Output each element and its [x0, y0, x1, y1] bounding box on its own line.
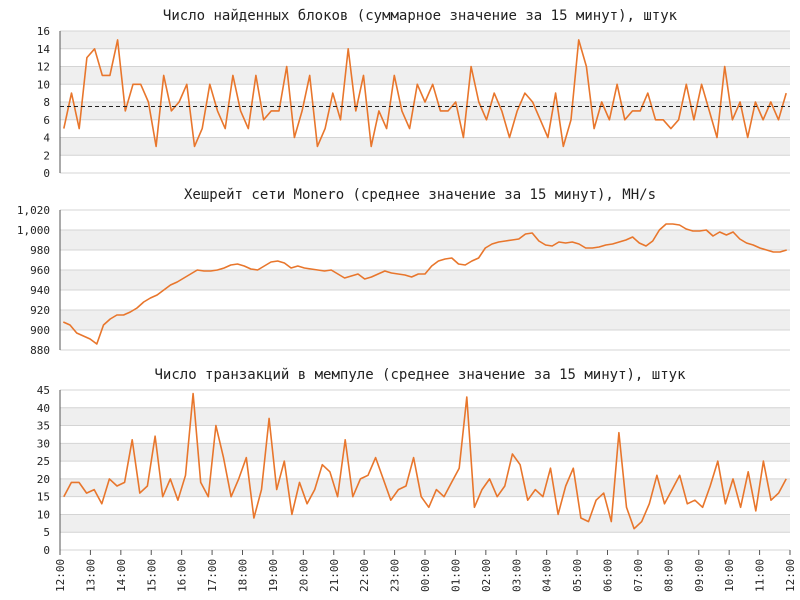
mempool-y-tick-label: 25: [37, 455, 50, 468]
time-tick-label: 07:00: [632, 559, 645, 592]
hashrate-y-tick-label: 920: [30, 304, 50, 317]
time-tick-label: 05:00: [571, 559, 584, 592]
blocks-y-tick-label: 2: [43, 149, 50, 162]
mempool-y-tick-label: 45: [37, 384, 50, 397]
blocks-y-tick-label: 4: [43, 132, 50, 145]
hashrate-y-tick-label: 940: [30, 284, 50, 297]
hashrate-y-tick-label: 1,020: [17, 204, 50, 217]
network-hashrate-chart-title: Хешрейт сети Monero (среднее значение за…: [184, 187, 656, 203]
time-tick-label: 21:00: [328, 559, 341, 592]
time-tick-label: 03:00: [510, 559, 523, 592]
hashrate-y-tick-label: 1,000: [17, 224, 50, 237]
time-tick-label: 12:00: [784, 559, 797, 592]
mempool-band: [60, 443, 790, 462]
time-tick-label: 15:00: [145, 559, 158, 592]
blocks-band: [60, 137, 790, 156]
time-tick-label: 18:00: [237, 559, 250, 592]
mempool-background-bands: [60, 407, 790, 533]
blocks-band: [60, 31, 790, 49]
hashrate-y-tick-label: 880: [30, 344, 50, 357]
hashrate-y-tick-label: 980: [30, 244, 50, 257]
mempool-y-tick-label: 30: [37, 437, 50, 450]
mempool-series-line: [63, 392, 787, 530]
hashrate-series-line: [62, 223, 787, 345]
blocks-background-bands: [60, 31, 790, 156]
mempool-y-tick-label: 5: [43, 526, 50, 539]
blocks-y-tick-label: 12: [37, 61, 50, 74]
time-tick-label: 22:00: [358, 559, 371, 592]
time-tick-label: 02:00: [480, 559, 493, 592]
time-tick-label: 14:00: [115, 559, 128, 592]
mempool-transactions-chart-title: Число транзакций в мемпуле (среднее знач…: [154, 367, 686, 383]
mempool-y-tick-label: 20: [37, 473, 50, 486]
time-tick-label: 00:00: [419, 559, 432, 592]
blocks-band: [60, 66, 790, 85]
time-tick-label: 01:00: [449, 559, 462, 592]
network-hashrate-chart: Хешрейт сети Monero (среднее значение за…: [17, 187, 790, 357]
time-tick-label: 04:00: [541, 559, 554, 592]
blocks-y-tick-label: 10: [37, 78, 50, 91]
hashrate-band: [60, 230, 790, 250]
time-tick-label: 12:00: [54, 559, 67, 592]
hashrate-band: [60, 270, 790, 290]
blocks-found-chart: Число найденных блоков (суммарное значен…: [37, 8, 790, 180]
blocks-y-tick-label: 16: [37, 25, 50, 38]
mempool-y-tick-label: 40: [37, 402, 50, 415]
time-axis: 12:00 13:00 14:00 15:00 16:00 17:00 18:00 19:00…: [54, 550, 797, 592]
time-tick-label: 20:00: [297, 559, 310, 592]
time-tick-label: 11:00: [754, 559, 767, 592]
time-tick-label: 16:00: [176, 559, 189, 592]
time-tick-label: 06:00: [602, 559, 615, 592]
blocks-y-tick-label: 8: [43, 96, 50, 109]
mempool-band: [60, 478, 790, 497]
time-tick-label: 19:00: [267, 559, 280, 592]
time-tick-label: 10:00: [723, 559, 736, 592]
mempool-y-tick-label: 10: [37, 508, 50, 521]
mempool-y-tick-label: 35: [37, 420, 50, 433]
mempool-y-tick-label: 0: [43, 544, 50, 557]
blocks-y-tick-label: 6: [43, 114, 50, 127]
time-tick-label: 23:00: [389, 559, 402, 592]
hashrate-y-tick-label: 960: [30, 264, 50, 277]
mempool-y-tick-label: 15: [37, 491, 50, 504]
time-tick-label: 17:00: [206, 559, 219, 592]
time-tick-label: 08:00: [662, 559, 675, 592]
blocks-series-line: [63, 39, 787, 148]
hashrate-y-tick-label: 900: [30, 324, 50, 337]
time-tick-label: 13:00: [84, 559, 97, 592]
blocks-y-tick-label: 14: [37, 43, 51, 56]
hashrate-band: [60, 310, 790, 330]
mempool-band: [60, 514, 790, 533]
blocks-found-chart-title: Число найденных блоков (суммарное значен…: [163, 8, 678, 24]
mempool-transactions-chart: Число транзакций в мемпуле (среднее знач…: [37, 367, 790, 557]
time-tick-label: 09:00: [693, 559, 706, 592]
mempool-band: [60, 407, 790, 426]
blocks-y-tick-label: 0: [43, 167, 50, 180]
hashrate-background-bands: [60, 230, 790, 330]
